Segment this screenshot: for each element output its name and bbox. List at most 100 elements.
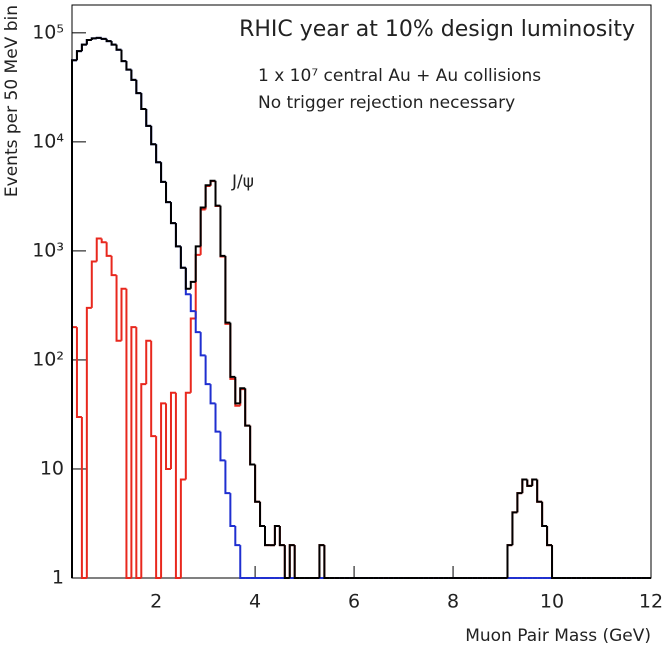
histogram-bin (283, 545, 290, 579)
histogram-bin (75, 327, 82, 418)
y-tick-label: 10² (32, 348, 64, 370)
annotation: No trigger rejection necessary (258, 93, 515, 113)
histogram-bin (115, 44, 122, 51)
histogram-bin (120, 287, 127, 341)
histogram-bin (551, 545, 557, 579)
histogram-bin (239, 387, 246, 404)
histogram-bin (224, 255, 231, 324)
x-tick-label: 12 (639, 591, 663, 613)
histogram-bin (115, 275, 122, 342)
x-tick-label: 4 (249, 591, 261, 613)
y-axis-label: Events per 50 MeV bin (2, 5, 22, 197)
histogram-bin (135, 79, 142, 95)
histogram-bin (90, 260, 97, 308)
y-tick-label: 1 (52, 567, 64, 589)
histogram-bin (85, 306, 92, 578)
histogram-bin (526, 479, 533, 487)
histogram-bin (536, 479, 543, 503)
histogram-bin (199, 206, 206, 247)
histogram-bin (521, 478, 528, 494)
histogram-bin (110, 255, 117, 277)
histogram-bin (209, 179, 216, 186)
y-tick-label: 10⁴ (32, 130, 64, 152)
histogram-bin (323, 545, 330, 579)
histogram-bin (219, 205, 226, 257)
histogram-bin (209, 384, 216, 405)
histogram-bin (184, 267, 191, 290)
histogram-bin (160, 402, 167, 578)
histogram-bin (169, 202, 176, 225)
histogram-bin (194, 245, 201, 282)
histogram-bin (165, 403, 171, 470)
histogram-bin (95, 36, 102, 39)
x-tick-label: 6 (348, 591, 360, 613)
histogram-bin (120, 49, 127, 63)
histogram-bin (318, 544, 325, 578)
histogram-bin (169, 391, 176, 469)
histogram-bin (219, 431, 226, 462)
annotation: J/ψ (231, 172, 254, 192)
histogram-bin (85, 38, 92, 45)
histogram-bin (511, 511, 518, 546)
histogram-bin (204, 184, 211, 208)
histogram-bin (189, 317, 196, 393)
histogram-bin (155, 144, 162, 164)
annotation: 1 x 10⁷ central Au + Au collisions (258, 66, 541, 86)
histogram-bin (125, 61, 132, 71)
chart-title: RHIC year at 10% design luminosity (239, 17, 635, 42)
histogram-bin (199, 332, 206, 357)
histogram-bin (140, 93, 147, 111)
histogram-bin (95, 237, 102, 262)
histogram-bin (189, 294, 196, 313)
histogram-bin (150, 340, 157, 438)
histogram-bin (204, 355, 211, 386)
histogram-bin (244, 388, 251, 427)
histogram-bin (224, 460, 231, 495)
y-tick-label: 10⁵ (32, 21, 64, 43)
histogram-bin (259, 501, 265, 527)
histogram-bin (100, 238, 107, 244)
histogram-bin (179, 246, 186, 269)
histogram-bin (145, 109, 152, 127)
histogram-bin (80, 43, 87, 52)
histogram-bin (254, 464, 261, 503)
histogram-bin (160, 162, 167, 183)
histogram-bin (541, 501, 548, 527)
histogram-bin (165, 181, 171, 204)
histogram-bin (194, 311, 201, 334)
x-tick-label: 10 (540, 591, 564, 613)
histogram-bin (214, 403, 221, 433)
histogram-bin (130, 69, 137, 81)
histogram-bin (80, 416, 87, 579)
histogram-bin (214, 180, 221, 207)
histogram-bin (293, 545, 300, 579)
plot-frame (71, 4, 652, 579)
histogram-bin (100, 37, 107, 40)
histogram-bin (140, 383, 147, 578)
histogram-bin (546, 525, 553, 547)
y-tick-label: 10³ (32, 239, 64, 261)
histogram-bin (239, 545, 246, 579)
x-tick-label: 2 (150, 591, 162, 613)
histogram-bin (130, 326, 137, 578)
histogram-bin (234, 525, 241, 547)
y-tick-label: 10 (40, 457, 64, 479)
histogram-bin (125, 288, 132, 579)
histogram-bin (278, 525, 285, 547)
histogram-bin (288, 544, 295, 578)
histogram-bin (531, 478, 538, 486)
histogram-bin (90, 37, 97, 40)
histogram-bin (174, 392, 181, 579)
histogram-bin (105, 242, 112, 257)
histogram-bin (189, 280, 196, 289)
histogram-bin (229, 322, 236, 378)
histogram-bin (506, 544, 513, 578)
histogram-bin (135, 327, 142, 579)
histogram-bin (273, 524, 280, 546)
x-tick-label: 8 (447, 591, 459, 613)
histogram-bin (150, 125, 157, 146)
histogram-bin (110, 41, 117, 46)
histogram-bin (264, 525, 270, 547)
histogram-bin (249, 425, 256, 466)
histogram-bin (71, 59, 77, 578)
